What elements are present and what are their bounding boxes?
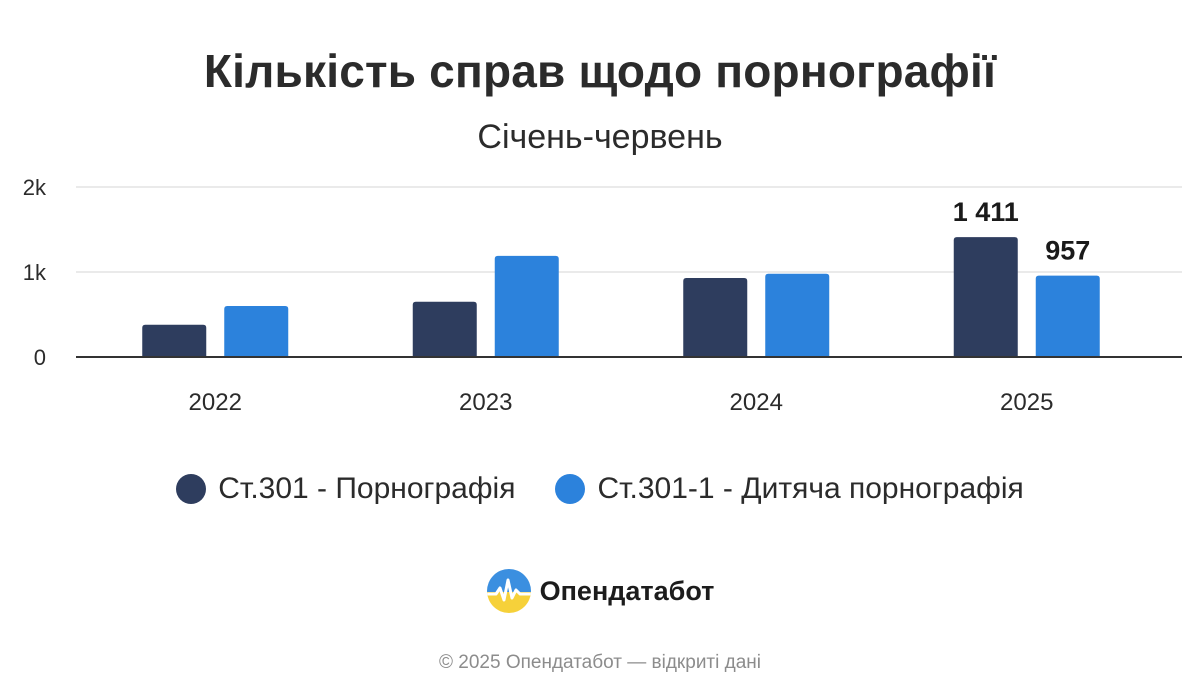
y-tick-label: 0 bbox=[34, 345, 46, 370]
y-tick-label: 2k bbox=[23, 175, 47, 200]
bar-art301-2023 bbox=[412, 301, 477, 357]
opendatabot-logo-icon bbox=[486, 569, 531, 613]
footer-copyright: © 2025 Опендатабот — відкриті дані bbox=[439, 652, 761, 673]
x-tick-label: 2024 bbox=[730, 389, 783, 416]
legend-swatch-art301 bbox=[176, 474, 207, 504]
legend-label-art301: Ст.301 - Порнографія bbox=[218, 472, 516, 505]
bar-art301-1-2022 bbox=[224, 306, 289, 357]
bar-chart: 0 1k 2k 2022 2023 2024 1 411 957 2025 bbox=[23, 175, 1182, 416]
x-tick-label: 2023 bbox=[459, 389, 512, 416]
x-tick-label: 2025 bbox=[1000, 389, 1053, 416]
data-label: 957 bbox=[1045, 236, 1090, 266]
bar-art301-2025 bbox=[953, 237, 1018, 357]
legend-swatch-art301-1 bbox=[555, 474, 586, 504]
bar-art301-1-2025 bbox=[1035, 275, 1100, 357]
data-label: 1 411 bbox=[953, 197, 1019, 227]
legend-label-art301-1: Ст.301-1 - Дитяча порнографія bbox=[597, 472, 1024, 505]
x-tick-label: 2022 bbox=[189, 389, 242, 416]
chart-title: Кількість справ щодо порнографії bbox=[203, 45, 997, 97]
bar-art301-2022 bbox=[142, 324, 207, 357]
legend-item-art301-1[interactable]: Ст.301-1 - Дитяча порнографія bbox=[555, 472, 1024, 506]
legend-item-art301[interactable]: Ст.301 - Порнографія bbox=[176, 472, 515, 506]
brand-name: Опендатабот bbox=[539, 575, 715, 606]
chart-subtitle: Січень-червень bbox=[477, 118, 723, 156]
y-tick-label: 1k bbox=[23, 260, 47, 285]
bar-art301-1-2024 bbox=[765, 273, 830, 357]
brand: Опендатабот bbox=[0, 568, 1200, 614]
bar-art301-1-2023 bbox=[494, 255, 559, 357]
bar-art301-2024 bbox=[683, 277, 748, 357]
legend: Ст.301 - Порнографія Ст.301-1 - Дитяча п… bbox=[0, 472, 1200, 506]
